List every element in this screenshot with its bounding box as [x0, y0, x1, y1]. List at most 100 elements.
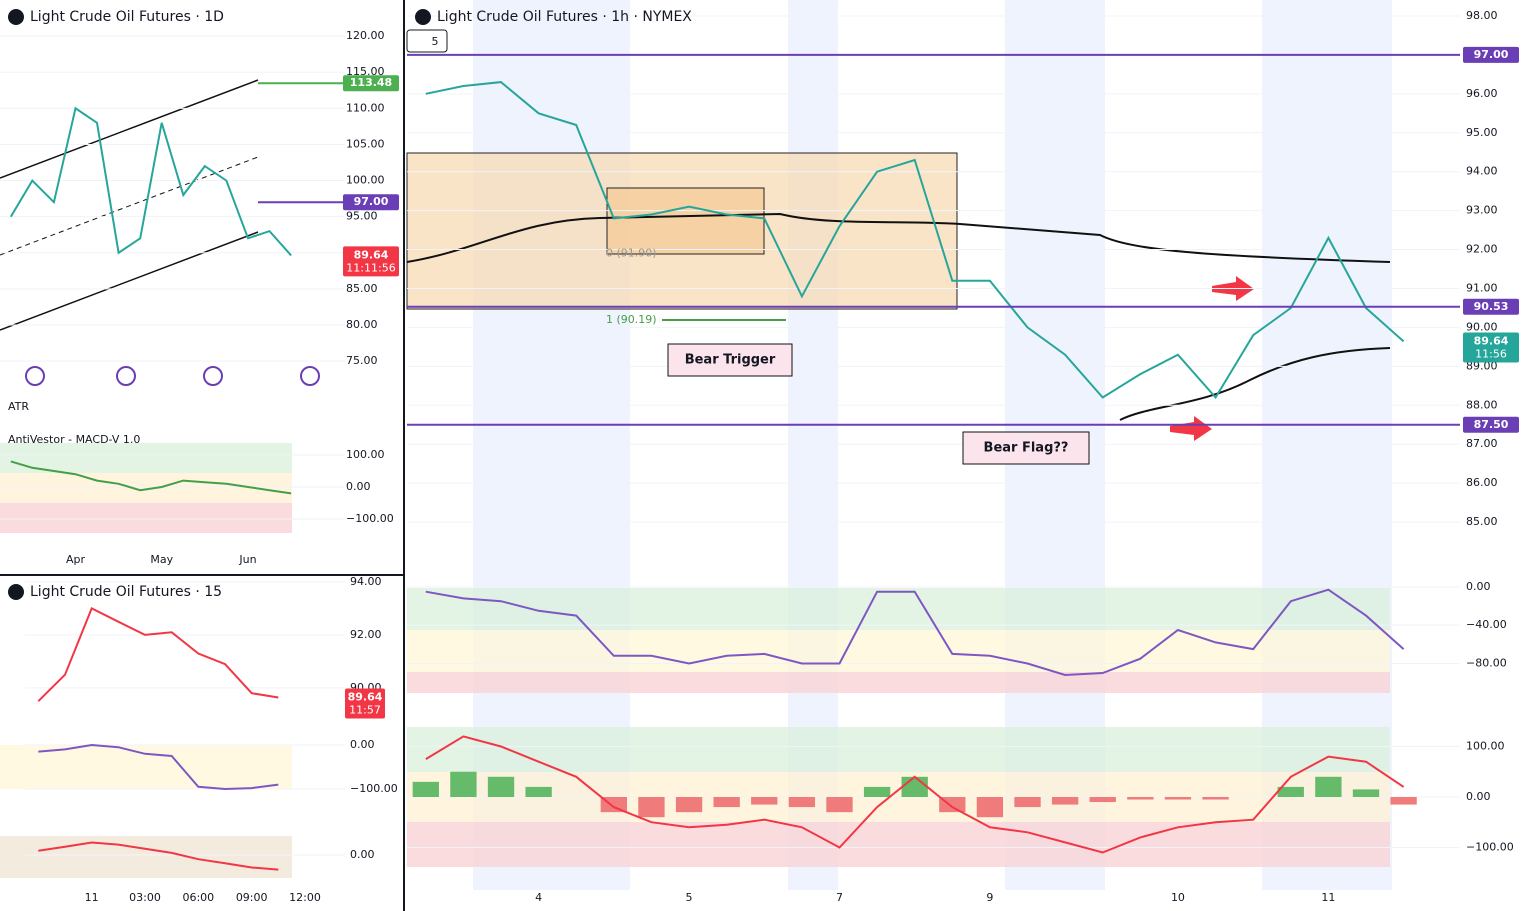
osc-bands — [0, 443, 1390, 878]
series-line — [38, 743, 279, 791]
annotation-box — [667, 343, 793, 377]
x-tick-label: 03:00 — [129, 891, 161, 904]
y-tick-label: 95.00 — [1466, 126, 1498, 139]
last-price-label: 89.64 — [1474, 334, 1509, 347]
y-tick-label: 85.00 — [346, 282, 378, 295]
histogram-bar — [826, 796, 853, 813]
histogram-bar — [788, 796, 816, 808]
y-tick-label: 100.00 — [346, 448, 385, 461]
countdown: 11:11:56 — [346, 261, 395, 274]
zones — [406, 152, 1391, 421]
chart-title: Light Crude Oil Futures · 1h · NYMEX — [437, 9, 692, 25]
series-line — [38, 841, 279, 871]
x-tick-label: Apr — [66, 553, 86, 566]
price-tag-label: 87.50 — [1474, 418, 1509, 431]
y-tick-label: 89.00 — [1466, 359, 1498, 372]
y-tick-label: 0.00 — [1466, 790, 1491, 803]
countdown: 11:57 — [349, 703, 381, 716]
fib-label: 0 (91.90) — [606, 246, 657, 259]
y-tick-label: 90.00 — [1466, 320, 1498, 333]
histogram-bar — [487, 776, 515, 797]
y-tick-label: 92.00 — [350, 628, 382, 641]
x-tick-label: 11 — [1321, 891, 1335, 904]
y-tick-label: 0.00 — [350, 848, 375, 861]
arrows — [1170, 276, 1254, 441]
countdown: 11:56 — [1475, 347, 1507, 360]
x-tick-label: 7 — [836, 891, 843, 904]
histogram-bar — [901, 776, 928, 797]
histogram-bar — [1014, 796, 1041, 808]
histogram-bar — [1315, 776, 1342, 797]
annotation-box — [962, 431, 1090, 465]
histogram-bar — [1352, 789, 1380, 797]
histogram-bar — [1127, 796, 1154, 800]
series-line — [425, 81, 1405, 400]
indicator-label: ATR — [8, 400, 29, 413]
histogram-bar — [1390, 796, 1417, 805]
y-tick-label: 115.00 — [346, 65, 385, 78]
series-line — [425, 588, 1405, 677]
chart-title: Light Crude Oil Futures · 1D — [30, 9, 224, 25]
histogram-bar — [1164, 796, 1192, 800]
y-tick-label: 0.00 — [1466, 580, 1491, 593]
symbol-icon — [415, 9, 431, 25]
histogram-bar — [713, 796, 740, 808]
histogram-bar — [863, 786, 891, 797]
y-tick-label: −80.00 — [1466, 656, 1507, 669]
price-tag-label: 97.00 — [1474, 48, 1509, 61]
y-tick-label: 95.00 — [346, 210, 378, 223]
price-tag — [343, 75, 399, 92]
annotation: Bear Trigger — [685, 353, 776, 368]
y-tick-label: 110.00 — [346, 101, 385, 114]
last-price-tag — [343, 246, 399, 277]
x-tick-label: May — [150, 553, 173, 566]
y-tick-label: 92.00 — [1466, 243, 1498, 256]
annotation: Bear Flag?? — [984, 441, 1069, 456]
x-tick-label: 4 — [535, 891, 542, 904]
y-tick-label: 80.00 — [346, 318, 378, 331]
x-tick-label: Jun — [238, 553, 256, 566]
histogram-bar — [1089, 796, 1116, 803]
y-tick-label: 0.00 — [346, 480, 371, 493]
x-tick-label: 09:00 — [236, 891, 268, 904]
series-line — [425, 735, 1405, 854]
y-tick-label: −100.00 — [350, 782, 398, 795]
series-line — [10, 460, 292, 495]
x-tick-label: 10 — [1171, 891, 1185, 904]
y-tick-label: 100.00 — [346, 174, 385, 187]
y-tick-label: 94.00 — [350, 575, 382, 588]
indicator-label: AntiVestor - MACD-V 1.0 — [8, 433, 140, 446]
histogram-bar — [976, 796, 1004, 818]
histogram-bar — [412, 781, 439, 797]
y-tick-label: 105.00 — [346, 137, 385, 150]
last-price-label: 89.64 — [348, 690, 383, 703]
y-tick-label: 87.00 — [1466, 437, 1498, 450]
y-tick-label: 88.00 — [1466, 398, 1498, 411]
x-tick-label: 5 — [686, 891, 693, 904]
y-tick-label: 98.00 — [1466, 9, 1498, 22]
series-line — [37, 607, 279, 702]
price-tag-label: 113.48 — [350, 76, 392, 89]
y-tick-label: 86.00 — [1466, 476, 1498, 489]
histogram-bar — [675, 796, 703, 813]
y-tick-label: −100.00 — [346, 512, 394, 525]
symbol-icon — [8, 584, 24, 600]
y-tick-label: −100.00 — [1466, 840, 1514, 853]
y-tick-label: 100.00 — [1466, 740, 1505, 753]
x-tick-label: 06:00 — [182, 891, 214, 904]
y-tick-label: −40.00 — [1466, 618, 1507, 631]
price-tag-label: 97.00 — [354, 195, 389, 208]
histogram-bar — [1051, 796, 1079, 805]
x-tick-label: 11 — [85, 891, 99, 904]
y-tick-label: 85.00 — [1466, 515, 1498, 528]
histogram-bar — [525, 786, 552, 797]
histogram-bar — [638, 796, 665, 818]
price-tag-label: 90.53 — [1474, 300, 1509, 313]
histogram-bar — [1202, 796, 1229, 800]
y-tick-label: 75.00 — [346, 354, 378, 367]
y-tick-label: 120.00 — [346, 29, 385, 42]
last-price-tag — [345, 688, 385, 719]
price-tag — [1463, 46, 1519, 63]
price-tag — [343, 194, 399, 211]
